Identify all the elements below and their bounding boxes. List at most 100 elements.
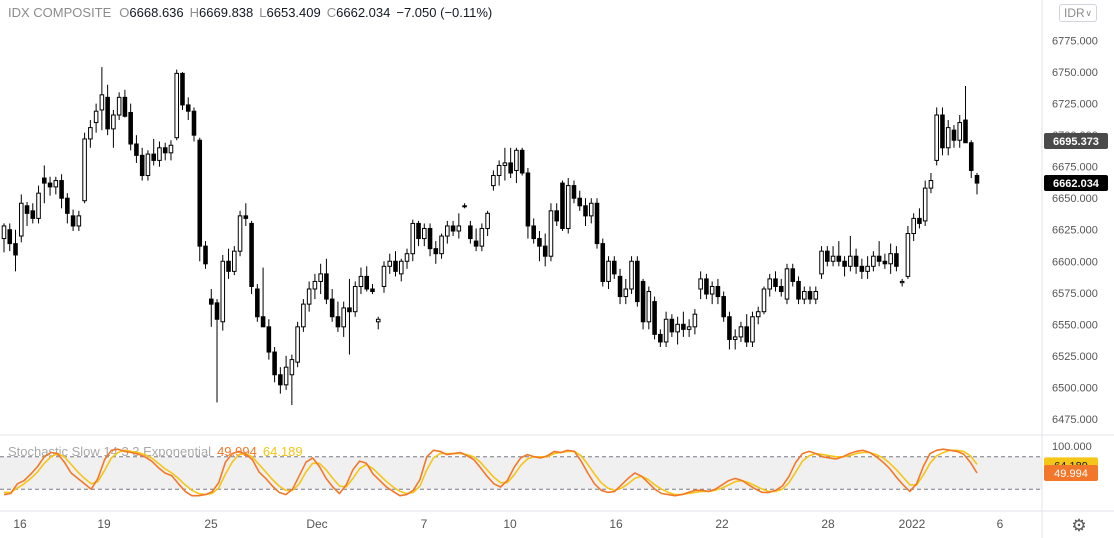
candle	[727, 311, 732, 350]
candle	[842, 256, 847, 277]
close-value: 6662.034	[336, 5, 391, 20]
candle	[7, 223, 13, 252]
candle	[226, 248, 231, 279]
candle	[485, 210, 490, 237]
candle	[76, 210, 82, 231]
candle	[617, 268, 623, 305]
candle	[439, 233, 444, 259]
candle	[13, 229, 18, 272]
candle	[571, 180, 577, 204]
candle	[82, 132, 87, 204]
candle	[335, 301, 341, 332]
candle	[145, 150, 151, 181]
stochastic-band	[0, 456, 1042, 490]
candle	[416, 220, 421, 247]
candle	[306, 281, 312, 312]
stochastic-k-line	[3, 448, 978, 497]
price-tick-label: 6575.000	[1052, 288, 1098, 300]
currency-label: IDR	[1064, 6, 1085, 20]
candle	[519, 147, 525, 176]
candle	[761, 286, 767, 315]
candle	[341, 301, 346, 337]
low-value: 6653.409	[266, 5, 321, 20]
candle	[88, 120, 93, 148]
candle	[859, 258, 865, 279]
time-tick-label: Dec	[306, 517, 327, 531]
candle	[709, 281, 715, 305]
candle	[807, 286, 813, 305]
candle	[583, 198, 588, 226]
candle	[312, 273, 318, 300]
price-tick-label: 6625.000	[1052, 225, 1098, 237]
candle	[853, 248, 859, 274]
candle	[157, 141, 162, 167]
candle	[410, 219, 416, 262]
stochastic-k-tag: 49.994	[1044, 465, 1098, 482]
candle	[830, 246, 836, 267]
candle	[283, 355, 289, 390]
candle	[836, 241, 842, 267]
low-key: L	[259, 5, 267, 20]
candle	[611, 256, 617, 279]
candle	[784, 263, 790, 305]
time-tick-label: 28	[821, 517, 835, 531]
candle	[134, 135, 139, 163]
candle	[894, 246, 899, 272]
svg-text:49.994: 49.994	[1054, 468, 1088, 480]
candle	[871, 251, 876, 272]
candle	[732, 329, 738, 350]
candle	[652, 296, 657, 340]
candle	[911, 213, 916, 242]
candle	[675, 316, 680, 345]
price-tick-label: 6600.000	[1052, 256, 1098, 268]
svg-text:6662.034: 6662.034	[1053, 178, 1100, 190]
candle	[669, 314, 675, 337]
candle	[796, 276, 801, 305]
candle	[963, 86, 968, 144]
candle	[629, 256, 634, 295]
candle	[450, 220, 456, 237]
candle	[375, 316, 381, 330]
candle	[24, 202, 30, 226]
candle	[819, 246, 824, 279]
candle	[197, 137, 203, 262]
candle	[456, 213, 462, 239]
candle	[876, 241, 882, 267]
candle	[681, 311, 686, 337]
price-tick-label: 6525.000	[1052, 351, 1098, 363]
candle	[813, 286, 819, 305]
candle	[951, 125, 957, 148]
candle	[848, 236, 853, 272]
candle	[93, 103, 99, 133]
candle	[151, 138, 156, 166]
candle	[686, 319, 692, 337]
candle	[865, 256, 870, 279]
symbol-name[interactable]: IDX COMPOSITE	[8, 5, 112, 20]
candle	[658, 329, 663, 347]
gear-icon[interactable]: ⚙	[1071, 516, 1087, 535]
candle	[922, 180, 928, 226]
time-tick-label: 6	[997, 517, 1004, 531]
time-tick-label: 25	[204, 517, 218, 531]
candle	[755, 306, 761, 325]
price-tick-label: 6650.000	[1052, 193, 1098, 205]
candle	[623, 278, 629, 305]
candle	[704, 273, 709, 300]
time-tick-label: 19	[97, 517, 111, 531]
candle	[381, 261, 387, 293]
candle	[168, 140, 174, 161]
candle	[888, 243, 893, 274]
svg-text:6695.373: 6695.373	[1053, 136, 1099, 148]
candle	[928, 173, 934, 194]
candle	[905, 225, 911, 279]
candle	[301, 299, 306, 332]
candle	[433, 241, 439, 264]
stochastic-tick-label: 100.000	[1052, 441, 1092, 453]
candle	[554, 203, 559, 226]
candle	[249, 220, 254, 295]
candle	[479, 223, 485, 252]
candle	[491, 170, 496, 191]
currency-button[interactable]: IDR ∨	[1059, 4, 1097, 22]
time-tick-label: 2022	[899, 517, 926, 531]
